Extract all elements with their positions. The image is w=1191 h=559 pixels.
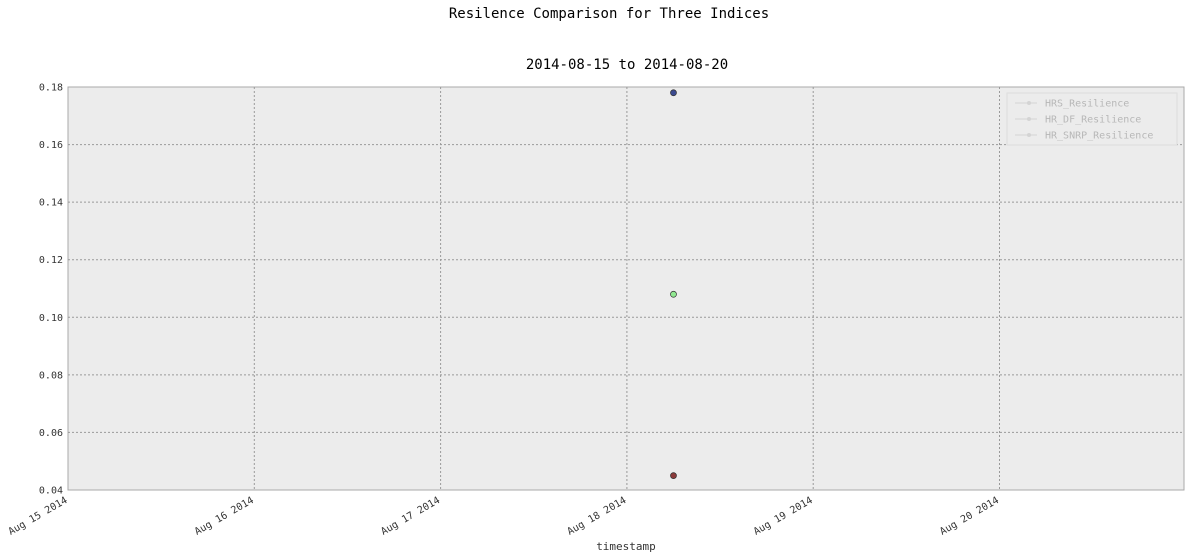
y-tick-label: 0.06 (39, 428, 63, 439)
legend-label: HR_DF_Resilience (1045, 115, 1141, 126)
legend-marker (1027, 133, 1031, 137)
x-tick-label: Aug 17 2014 (379, 495, 442, 538)
chart-title: Resilence Comparison for Three Indices (449, 6, 769, 22)
legend-label: HRS_Resilience (1045, 99, 1129, 110)
chart-subtitle: 2014-08-15 to 2014-08-20 (526, 57, 728, 73)
y-tick-label: 0.08 (39, 370, 63, 381)
data-points (670, 89, 677, 479)
data-point (670, 89, 677, 97)
legend-label: HR_SNRP_Resilience (1045, 131, 1153, 142)
y-tick-label: 0.12 (39, 255, 63, 266)
legend-box (1006, 92, 1178, 146)
x-tick-label: Aug 16 2014 (193, 495, 256, 538)
y-tick-label: 0.16 (39, 140, 63, 151)
data-point (670, 472, 677, 479)
y-tick-label: 0.10 (39, 313, 63, 324)
x-tick-label: Aug 20 2014 (938, 495, 1001, 538)
y-tick-label: 0.18 (39, 83, 63, 94)
y-tick-label: 0.04 (39, 486, 63, 497)
data-point (670, 290, 677, 298)
y-tick-label: 0.14 (39, 198, 63, 209)
x-tick-label: Aug 19 2014 (752, 495, 815, 538)
legend: HRS_Resilience HR_DF_Resilience HR_SNRP_Re… (1006, 92, 1178, 146)
x-axis-label: timestamp (596, 540, 656, 553)
x-tick-label: Aug 15 2014 (7, 495, 70, 538)
plot-area (67, 86, 1185, 491)
x-tick-labels: Aug 15 2014 Aug 16 2014 Aug 17 2014 Aug 18 … (7, 495, 1001, 538)
x-tick-label: Aug 18 2014 (566, 495, 629, 538)
y-tick-labels: 0.04 0.06 0.08 0.10 0.12 0.14 0.16 0.18 (39, 83, 63, 497)
legend-marker (1027, 101, 1031, 105)
grid-lines (68, 87, 1184, 490)
legend-marker (1027, 117, 1031, 121)
